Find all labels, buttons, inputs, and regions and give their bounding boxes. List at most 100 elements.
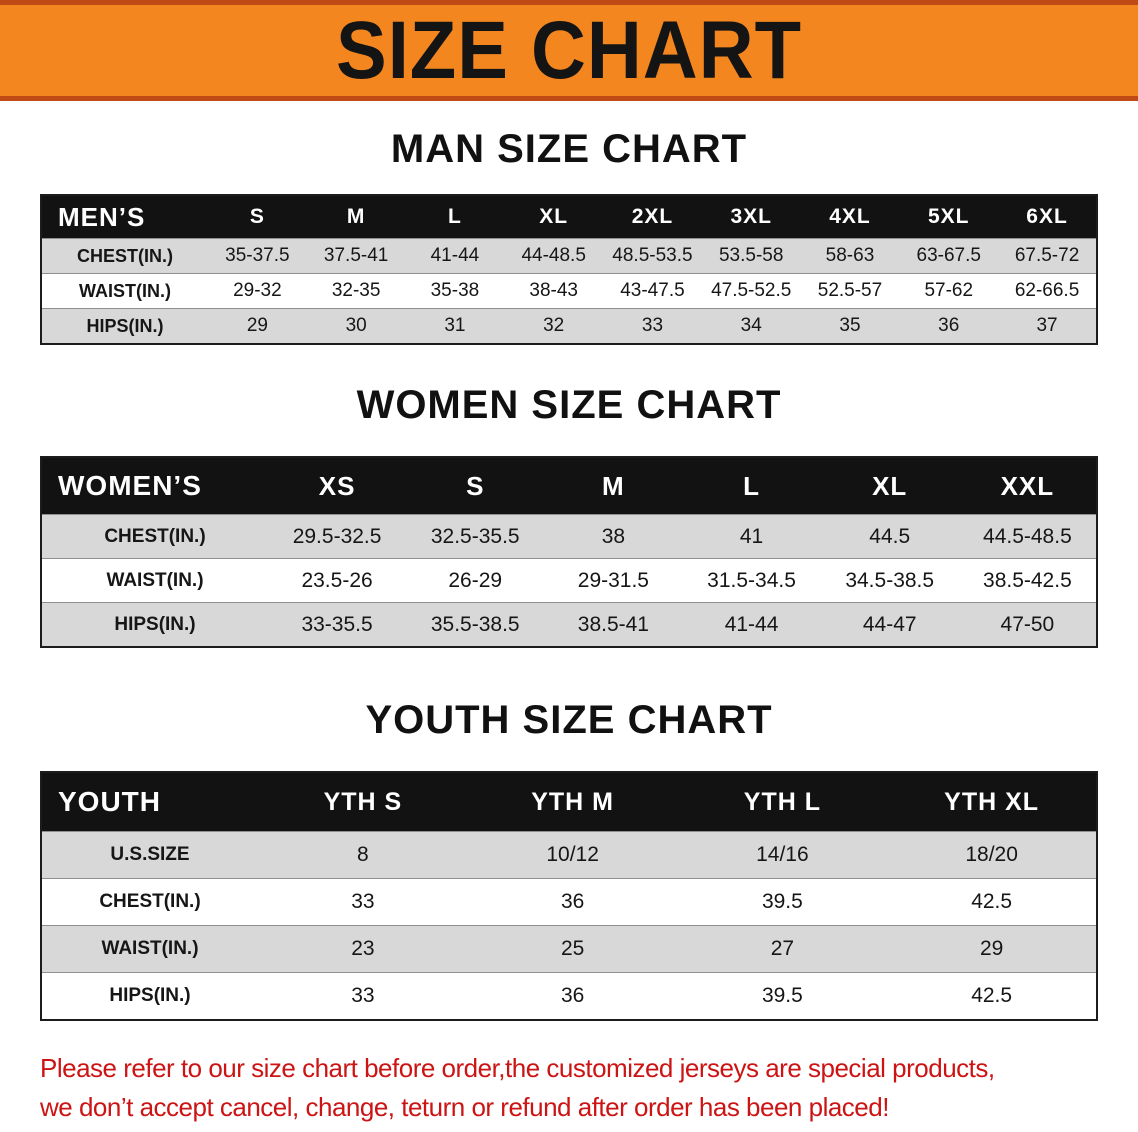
size-column-header: XL — [504, 195, 604, 239]
section-youth: YOUTH SIZE CHART YOUTH YTH S YTH M YTH L YTH… — [0, 648, 1138, 1021]
measure-value-cell: 44-47 — [820, 602, 959, 647]
size-column-header: YTH M — [467, 772, 678, 832]
size-column-header: XS — [268, 457, 407, 515]
measure-value-cell: 36 — [467, 972, 678, 1020]
measure-value-cell: 33 — [603, 308, 702, 344]
size-column-header: S — [406, 457, 545, 515]
measure-value-cell: 44-48.5 — [504, 238, 604, 274]
measure-value-cell: 63-67.5 — [899, 238, 999, 274]
measure-value-cell: 37 — [998, 308, 1097, 344]
page-title: SIZE CHART — [336, 4, 802, 96]
table-row: CHEST(IN.) 35-37.5 37.5-41 41-44 44-48.5 48.5… — [41, 238, 1097, 274]
women-chart-heading: WOMEN SIZE CHART — [356, 383, 782, 427]
size-column-header: YTH S — [258, 772, 468, 832]
table-title-cell: YOUTH — [41, 772, 258, 832]
size-column-header: L — [405, 195, 505, 239]
measure-value-cell: 25 — [467, 925, 678, 973]
measure-value-cell: 35.5-38.5 — [406, 602, 545, 647]
measure-value-cell: 53.5-58 — [701, 238, 801, 274]
table-header-row: WOMEN’S XS S M L XL XXL — [41, 457, 1097, 515]
table-row: U.S.SIZE 8 10/12 14/16 18/20 — [41, 831, 1097, 879]
measure-value-cell: 47-50 — [958, 602, 1097, 647]
table-row: HIPS(IN.) 33 36 39.5 42.5 — [41, 972, 1097, 1020]
size-charts: MAN SIZE CHART MEN’S S M L XL 2XL 3XL 4XL 5XL 6XL… — [0, 101, 1138, 1021]
table-row: WAIST(IN.) 23 25 27 29 — [41, 925, 1097, 973]
measure-label-cell: HIPS(IN.) — [41, 308, 208, 344]
measure-value-cell: 35 — [800, 308, 900, 344]
size-column-header: L — [682, 457, 821, 515]
measure-value-cell: 23.5-26 — [268, 558, 407, 603]
measure-value-cell: 10/12 — [467, 831, 678, 879]
measure-value-cell: 23 — [258, 925, 468, 973]
table-header-row: MEN’S S M L XL 2XL 3XL 4XL 5XL 6XL — [41, 195, 1097, 239]
measure-value-cell: 34.5-38.5 — [820, 558, 959, 603]
men-size-table: MEN’S S M L XL 2XL 3XL 4XL 5XL 6XL CHEST(IN.) 35-37… — [40, 194, 1098, 345]
size-column-header: 4XL — [800, 195, 900, 239]
youth-chart-heading: YOUTH SIZE CHART — [365, 698, 773, 742]
women-size-table: WOMEN’S XS S M L XL XXL CHEST(IN.) 29.5-32.5 32.5… — [40, 456, 1098, 648]
table-row: CHEST(IN.) 33 36 39.5 42.5 — [41, 878, 1097, 926]
size-column-header: 6XL — [998, 195, 1097, 239]
size-column-header: XL — [820, 457, 959, 515]
measure-value-cell: 33-35.5 — [268, 602, 407, 647]
measure-value-cell: 36 — [467, 878, 678, 926]
measure-value-cell: 48.5-53.5 — [603, 238, 702, 274]
measure-label-cell: WAIST(IN.) — [41, 925, 258, 973]
measure-value-cell: 30 — [306, 308, 406, 344]
measure-value-cell: 58-63 — [800, 238, 900, 274]
measure-label-cell: CHEST(IN.) — [41, 878, 258, 926]
youth-size-table: YOUTH YTH S YTH M YTH L YTH XL U.S.SIZE 8 10/12… — [40, 771, 1098, 1021]
measure-label-cell: U.S.SIZE — [41, 831, 258, 879]
measure-value-cell: 38.5-42.5 — [958, 558, 1097, 603]
measure-value-cell: 35-37.5 — [208, 238, 307, 274]
table-row: CHEST(IN.) 29.5-32.5 32.5-35.5 38 41 44.5 44.5… — [41, 514, 1097, 559]
size-column-header: 2XL — [603, 195, 702, 239]
measure-value-cell: 29-31.5 — [544, 558, 683, 603]
measure-value-cell: 36 — [899, 308, 999, 344]
measure-label-cell: HIPS(IN.) — [41, 972, 258, 1020]
table-row: HIPS(IN.) 29 30 31 32 33 34 35 36 37 — [41, 308, 1097, 344]
measure-value-cell: 41 — [682, 514, 821, 559]
measure-value-cell: 33 — [258, 972, 468, 1020]
table-row: WAIST(IN.) 23.5-26 26-29 29-31.5 31.5-34.5 34… — [41, 558, 1097, 603]
banner: SIZE CHART — [0, 0, 1138, 101]
measure-value-cell: 67.5-72 — [998, 238, 1097, 274]
table-title-cell: WOMEN’S — [41, 457, 268, 515]
table-header-row: YOUTH YTH S YTH M YTH L YTH XL — [41, 772, 1097, 832]
measure-value-cell: 43-47.5 — [603, 273, 702, 309]
measure-value-cell: 62-66.5 — [998, 273, 1097, 309]
measure-value-cell: 26-29 — [406, 558, 545, 603]
measure-value-cell: 42.5 — [887, 972, 1097, 1020]
measure-label-cell: HIPS(IN.) — [41, 602, 268, 647]
measure-label-cell: CHEST(IN.) — [41, 238, 208, 274]
size-column-header: M — [544, 457, 683, 515]
size-column-header: XXL — [958, 457, 1097, 515]
measure-value-cell: 31.5-34.5 — [682, 558, 821, 603]
measure-value-cell: 44.5 — [820, 514, 959, 559]
measure-value-cell: 32-35 — [306, 273, 406, 309]
size-column-header: YTH L — [677, 772, 888, 832]
measure-value-cell: 14/16 — [677, 831, 888, 879]
size-column-header: M — [306, 195, 406, 239]
measure-value-cell: 38.5-41 — [544, 602, 683, 647]
section-women: WOMEN SIZE CHART WOMEN’S XS S M L XL XXL CHEST(… — [0, 345, 1138, 648]
measure-value-cell: 44.5-48.5 — [958, 514, 1097, 559]
measure-value-cell: 42.5 — [887, 878, 1097, 926]
table-row: HIPS(IN.) 33-35.5 35.5-38.5 38.5-41 41-44 44-… — [41, 602, 1097, 647]
measure-value-cell: 41-44 — [682, 602, 821, 647]
measure-value-cell: 27 — [677, 925, 888, 973]
measure-value-cell: 52.5-57 — [800, 273, 900, 309]
measure-value-cell: 29-32 — [208, 273, 307, 309]
measure-value-cell: 18/20 — [887, 831, 1097, 879]
measure-value-cell: 39.5 — [677, 972, 888, 1020]
table-title-cell: MEN’S — [41, 195, 208, 239]
measure-value-cell: 41-44 — [405, 238, 505, 274]
size-column-header: 5XL — [899, 195, 999, 239]
size-column-header: YTH XL — [887, 772, 1097, 832]
measure-value-cell: 37.5-41 — [306, 238, 406, 274]
measure-value-cell: 47.5-52.5 — [701, 273, 801, 309]
measure-value-cell: 8 — [258, 831, 468, 879]
measure-value-cell: 57-62 — [899, 273, 999, 309]
disclaimer: Please refer to our size chart before or… — [40, 1049, 1138, 1127]
